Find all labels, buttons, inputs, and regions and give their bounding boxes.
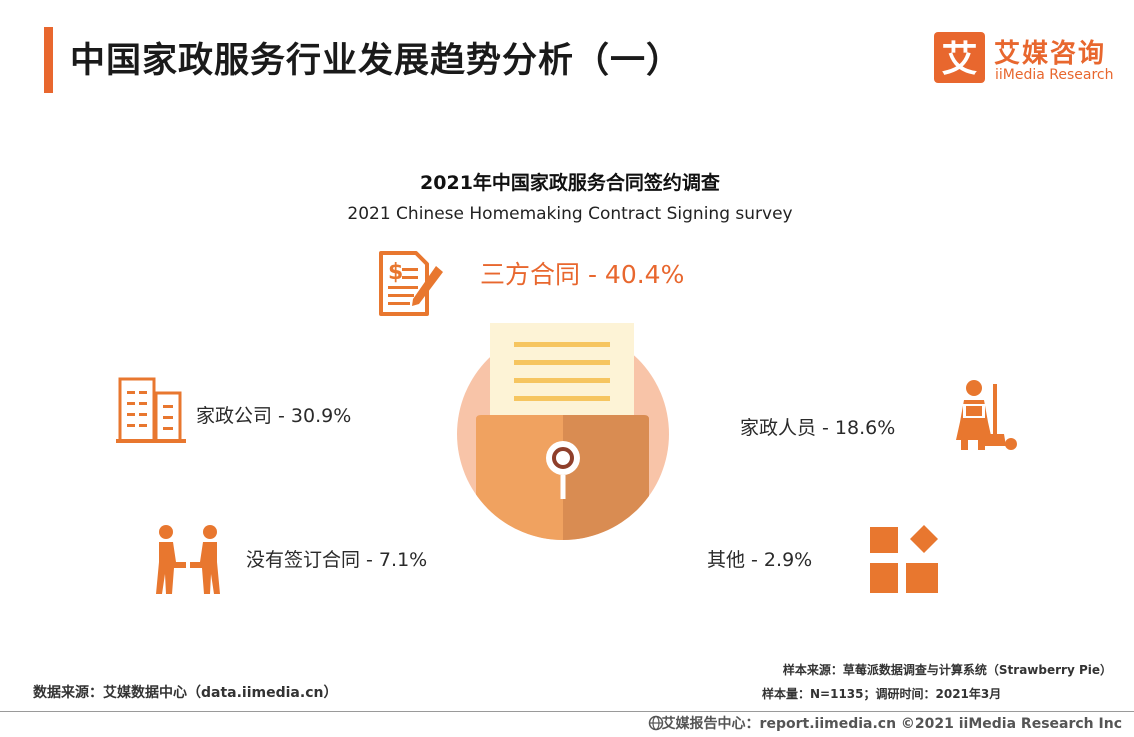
building-icon [116, 377, 186, 443]
contract-icon: $ [379, 251, 443, 316]
housekeeper-icon [956, 380, 1017, 450]
globe-icon [648, 715, 664, 731]
envelope-seal [546, 441, 580, 475]
page-title: 中国家政服务行业发展趋势分析（一） [70, 41, 683, 81]
label-housekeeper: 家政人员 - 18.6% [740, 417, 896, 439]
label-no-contract: 没有签订合同 - 7.1% [246, 549, 428, 571]
copyright: 艾媒报告中心：report.iimedia.cn ©2021 iiMedia R… [661, 716, 1122, 732]
label-tripartite-contract: 三方合同 - 40.4% [480, 260, 685, 289]
title-accent-bar [44, 27, 53, 93]
letter-line-4 [514, 396, 610, 401]
logo-text-cn: 艾媒咨询 [994, 39, 1107, 69]
letter-line-3 [514, 378, 610, 383]
envelope-illustration [457, 323, 669, 540]
chart-subtitle: 2021 Chinese Homemaking Contract Signing… [347, 204, 793, 224]
data-source: 数据来源：艾媒数据中心（data.iimedia.cn） [33, 685, 338, 701]
sample-source: 样本来源：草莓派数据调查与计算系统（Strawberry Pie） [782, 663, 1112, 677]
svg-text:$: $ [388, 260, 403, 285]
label-other: 其他 - 2.9% [707, 549, 813, 571]
label-company: 家政公司 - 30.9% [196, 405, 352, 427]
shapes-icon [870, 525, 938, 593]
logo-mark-text: 艾 [941, 39, 977, 80]
handshake-icon [156, 525, 220, 594]
letter-line-1 [514, 342, 610, 347]
logo-text-en: iiMedia Research [995, 67, 1114, 83]
letter-line-2 [514, 360, 610, 365]
chart-title: 2021年中国家政服务合同签约调查 [420, 172, 720, 194]
logo-mark: 艾 [934, 32, 985, 83]
logo-glyph: 艾 [941, 39, 977, 80]
sample-size: 样本量：N=1135；调研时间：2021年3月 [762, 687, 1002, 701]
footer-divider [0, 711, 1134, 712]
